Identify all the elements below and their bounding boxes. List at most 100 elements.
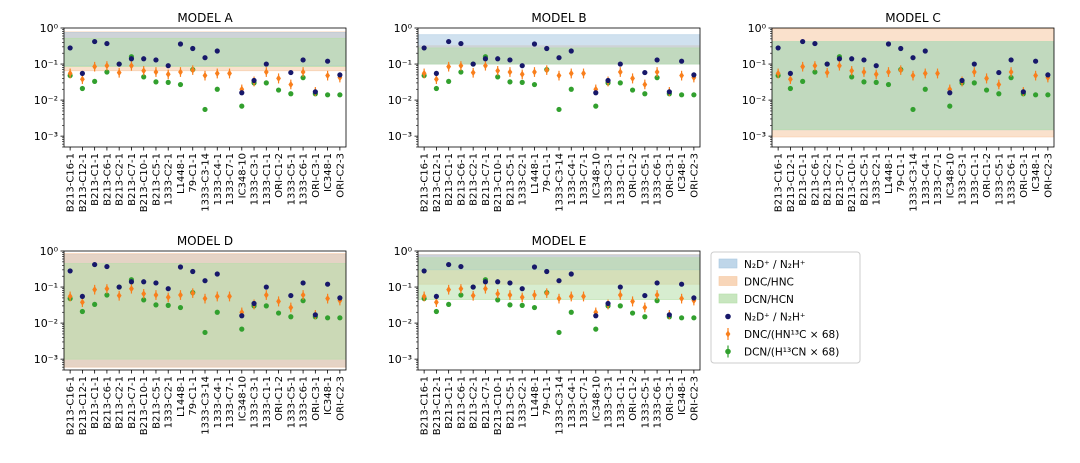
legend-items: N₂D⁺ / N₂H⁺ DNC/HNC DCN/HCN N₂D⁺ / N₂H⁺ DNC/… — [718, 258, 839, 359]
point-dnc — [470, 291, 476, 300]
point-n2d — [959, 77, 965, 84]
x-tick-label: 1333-C2-1 — [164, 376, 175, 428]
y-tick-label: 10⁻³ — [388, 353, 412, 366]
x-tick-label: 1333-C3-1 — [250, 376, 261, 428]
point-dnc — [190, 66, 196, 74]
y-tick-label: 10⁻³ — [388, 130, 412, 143]
point-dcn — [79, 85, 85, 92]
legend-marker — [725, 313, 731, 320]
x-tick-label: 1333-C2-1 — [518, 153, 529, 205]
point-n2d — [239, 313, 245, 319]
y-tick-label: 10⁻¹ — [388, 58, 412, 71]
x-tick-label: B213-C1-1 — [90, 376, 101, 429]
point-n2d — [482, 279, 489, 285]
point-n2d — [263, 61, 269, 67]
x-tick-label: IC348-1 — [323, 376, 334, 415]
point-dcn — [337, 315, 343, 321]
point-n2d — [421, 45, 427, 51]
point-dnc — [812, 62, 818, 70]
point-n2d — [79, 70, 85, 77]
point-n2d — [325, 281, 331, 287]
legend-entry: DNC/HNC — [718, 276, 794, 289]
point-n2d — [312, 89, 318, 95]
x-tick-label: B213-C10-1 — [139, 376, 150, 435]
point-n2d — [996, 69, 1002, 76]
point-n2d — [531, 41, 538, 47]
point-n2d — [128, 56, 135, 62]
point-n2d — [116, 284, 122, 290]
point-n2d — [544, 268, 550, 275]
point-dnc — [141, 290, 147, 298]
point-dcn — [642, 91, 648, 97]
x-tick-label: 1333-C2-1 — [518, 376, 529, 428]
point-dcn — [446, 301, 452, 308]
point-n2d — [519, 286, 525, 292]
point-n2d — [531, 264, 538, 270]
point-n2d — [67, 268, 73, 274]
point-n2d — [446, 261, 452, 268]
point-dnc — [910, 71, 916, 80]
point-n2d — [104, 263, 110, 270]
point-dcn — [971, 80, 977, 86]
point-dnc — [519, 293, 525, 301]
point-dcn — [446, 78, 452, 85]
point-dnc — [556, 294, 562, 303]
x-tick-label: B213-C5-1 — [505, 376, 516, 429]
point-dnc — [898, 66, 904, 74]
x-tick-label: B213-C16-1 — [66, 153, 77, 212]
x-tick-label: L1448-1 — [530, 376, 541, 417]
point-dnc — [532, 291, 537, 299]
point-dcn — [495, 297, 501, 303]
point-dnc — [433, 298, 439, 306]
point-n2d — [787, 70, 793, 77]
x-tick-label: B213-C16-1 — [774, 153, 785, 212]
x-tick-label: 1333-C5-1 — [994, 153, 1005, 205]
point-dnc — [886, 68, 891, 76]
point-dcn — [629, 310, 636, 316]
point-dnc — [630, 297, 635, 305]
point-n2d — [679, 281, 685, 287]
x-tick-label: 1333-C4-1 — [921, 153, 932, 205]
point-n2d — [507, 280, 513, 286]
x-tick-label: IC348-1 — [1031, 153, 1042, 192]
x-tick-label: ORI-C1-2 — [982, 153, 993, 198]
y-tick-label: 10⁰ — [40, 22, 59, 35]
x-tick-label: 1333-C1-1 — [262, 153, 273, 205]
point-dcn — [996, 91, 1002, 97]
point-n2d — [568, 48, 574, 54]
point-n2d — [971, 61, 977, 67]
point-dnc — [642, 80, 648, 89]
x-tick-label: 1333-C1-1 — [970, 153, 981, 205]
x-tick-label: 1333-C5-1 — [286, 376, 297, 428]
point-dnc — [837, 62, 842, 70]
point-dcn — [507, 302, 513, 308]
point-n2d — [421, 268, 427, 274]
x-tick-label: 1333-C3-14 — [201, 376, 212, 435]
x-tick-label: IC348-10 — [591, 376, 602, 421]
x-tick-label: 1333-C2-1 — [164, 153, 175, 205]
x-tick-label: 79-C1-1 — [188, 153, 199, 193]
point-n2d — [898, 45, 904, 52]
point-n2d — [433, 70, 439, 77]
panel-points — [421, 261, 697, 336]
point-dnc — [800, 62, 806, 71]
point-dnc — [153, 291, 159, 299]
point-dnc — [775, 69, 781, 78]
point-dnc — [92, 62, 98, 71]
point-dnc — [325, 294, 331, 303]
point-n2d — [325, 58, 331, 64]
point-n2d — [495, 56, 501, 62]
point-dnc — [630, 74, 635, 82]
x-tick-label: 1333-C6-1 — [1007, 153, 1018, 205]
point-n2d — [177, 264, 184, 270]
point-dnc — [446, 285, 452, 294]
point-n2d — [190, 45, 196, 52]
x-tick-label: 1333-C3-14 — [555, 153, 566, 212]
point-n2d — [214, 271, 220, 277]
point-n2d — [202, 55, 208, 61]
legend-label: N₂D⁺ / N₂H⁺ — [744, 259, 805, 271]
point-dcn — [531, 81, 538, 88]
x-tick-label: 1333-C3-1 — [604, 153, 615, 205]
x-tick-label: B213-C1-1 — [798, 153, 809, 206]
x-tick-label: B213-C2-1 — [823, 153, 834, 206]
